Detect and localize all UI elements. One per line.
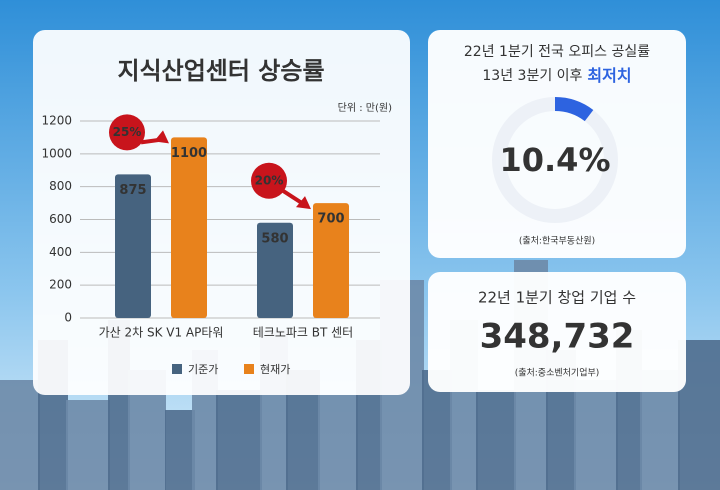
legend-swatch (172, 364, 182, 374)
building (216, 390, 262, 490)
subtitle-highlight: 최저치 (587, 66, 631, 85)
bar (257, 222, 293, 318)
y-tick-label: 0 (64, 311, 72, 325)
startup-panel (428, 272, 686, 392)
y-tick-label: 1200 (41, 114, 72, 128)
legend-label: 기준가 (188, 363, 218, 376)
growth-marker (109, 114, 145, 151)
startup-source: (출처:중소벤처기업부) (515, 367, 600, 379)
legend-swatch (244, 364, 254, 374)
bar (115, 174, 151, 318)
subtitle-text: 13년 3분기 이후 (482, 68, 582, 84)
startup-title: 22년 1분기 창업 기업 수 (478, 289, 636, 307)
bar-value-label: 580 (261, 231, 288, 246)
bar (313, 203, 349, 318)
y-tick-label: 1000 (41, 146, 72, 160)
unit-label: 단위 : 만(원) (338, 101, 392, 114)
donut-arc (554, 97, 594, 122)
x-tick-label: 가산 2차 SK V1 AP타워 (99, 326, 224, 340)
donut-value: 10.4% (499, 141, 610, 179)
bar-value-label: 700 (317, 212, 344, 227)
bar-value-label: 875 (119, 183, 146, 198)
startup-value: 348,732 (480, 317, 635, 357)
legend-label: 현재가 (260, 363, 290, 376)
bar-value-label: 1100 (171, 146, 207, 161)
x-tick-label: 테크노파크 BT 센터 (253, 326, 353, 340)
vacancy-title: 22년 1분기 전국 오피스 공실률 (464, 44, 650, 60)
growth-arrow-head (154, 130, 169, 144)
y-tick-label: 600 (49, 212, 72, 226)
chart-title: 지식산업센터 상승률 (117, 57, 324, 85)
building (574, 380, 618, 490)
building (165, 410, 195, 490)
growth-label: 20% (255, 173, 284, 187)
vacancy-panel (428, 30, 686, 258)
building (476, 390, 516, 490)
growth-marker (251, 162, 287, 199)
y-tick-label: 400 (49, 245, 72, 259)
building (66, 400, 110, 490)
y-tick-label: 200 (49, 278, 72, 292)
vacancy-subtitle: 13년 3분기 이후 최저치 (482, 66, 631, 85)
building (318, 395, 358, 490)
growth-arrow-head (296, 196, 311, 210)
y-tick-label: 800 (49, 179, 72, 193)
bar (171, 137, 207, 318)
building (0, 380, 40, 490)
growth-label: 25% (113, 125, 142, 139)
vacancy-source: (출처:한국부동산원) (519, 235, 595, 247)
